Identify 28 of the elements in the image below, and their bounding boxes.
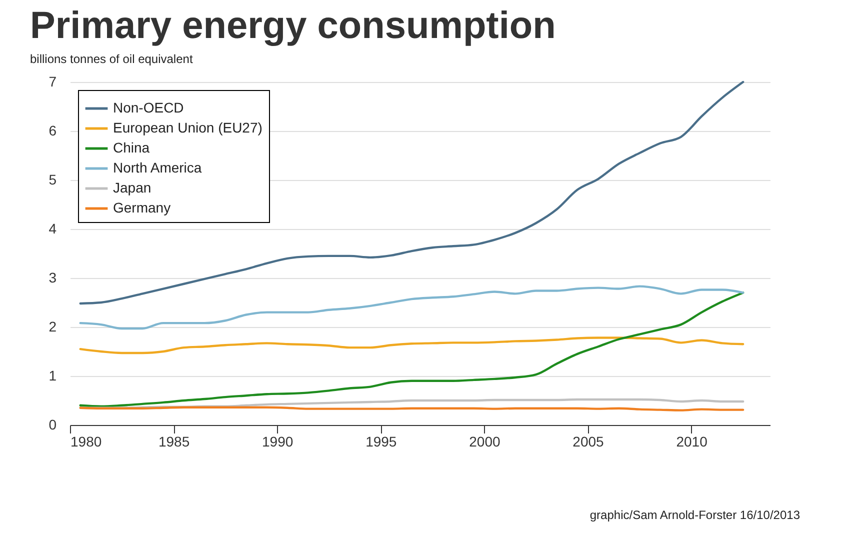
y-tick-label: 5 <box>48 172 57 188</box>
line-series <box>79 285 744 330</box>
x-tick-label: 2010 <box>676 434 708 450</box>
text: graphic/Sam Arnold-Forster 16/10/2013 <box>590 508 800 522</box>
chart-title: Primary energy consumption <box>30 5 556 47</box>
legend-label: European Union (EU27) <box>113 120 262 136</box>
line-series <box>79 336 744 354</box>
x-tick-label: 1985 <box>158 434 190 450</box>
legend-label: China <box>113 140 150 156</box>
y-tick-label: 7 <box>48 74 57 90</box>
y-tick-label: 2 <box>48 318 57 334</box>
y-tick-label: 4 <box>48 220 57 236</box>
y-tick-label: 1 <box>48 368 57 384</box>
legend-label: Japan <box>113 180 152 196</box>
x-tick-label: 2000 <box>469 434 500 450</box>
y-tick-label: 3 <box>48 270 57 286</box>
line-series <box>79 292 744 408</box>
line-series <box>79 80 744 305</box>
legend-label: Non-OECD <box>113 100 184 116</box>
x-tick-label: 1990 <box>262 434 294 450</box>
x-tick-label: 2005 <box>572 434 604 450</box>
legend-label: North America <box>113 160 202 176</box>
x-tick-label: 1980 <box>70 434 102 450</box>
x-tick-label: 1995 <box>366 434 397 450</box>
y-tick-label: 6 <box>48 122 57 138</box>
legend-label: Germany <box>113 200 171 216</box>
chart-subtitle: billions tonnes of oil equivalent <box>30 52 194 66</box>
y-tick-label: 0 <box>48 416 57 432</box>
